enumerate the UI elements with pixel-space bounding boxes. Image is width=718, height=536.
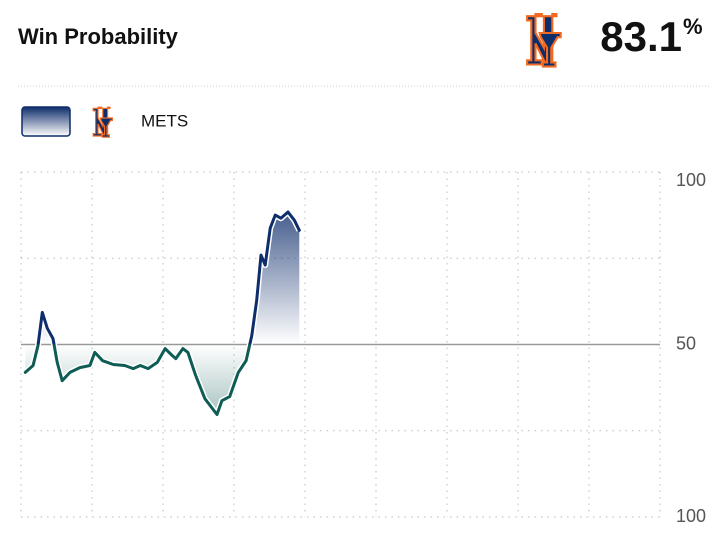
legend-swatch [21, 106, 71, 137]
win-probability-unit: % [683, 14, 703, 39]
line [23, 210, 301, 416]
legend-logo [92, 106, 114, 138]
team-logo [526, 13, 562, 68]
win-probability: 83.1 [600, 13, 682, 60]
y-tick-label: 50 [676, 333, 696, 353]
y-tick-label: 100 [676, 170, 706, 190]
legend-label: METS [141, 111, 188, 130]
y-tick-label: 100 [676, 506, 706, 526]
title: Win Probability [18, 24, 179, 49]
area [25, 212, 300, 415]
